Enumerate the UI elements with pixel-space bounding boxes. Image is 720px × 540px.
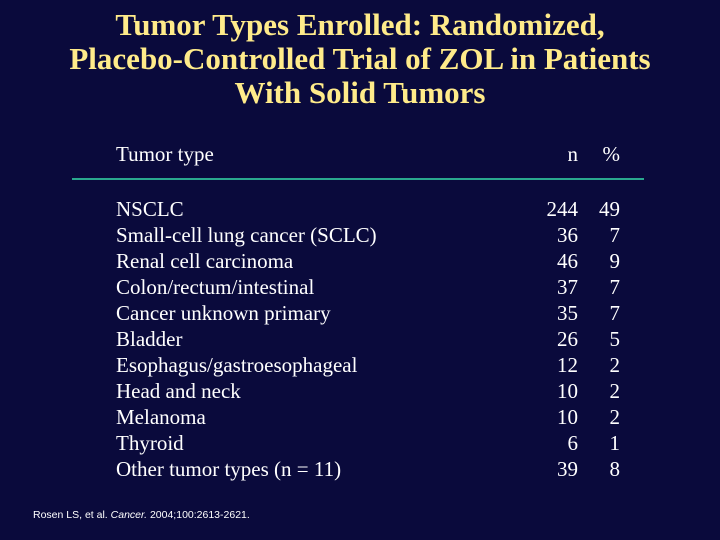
- table-row-n: 12: [557, 353, 578, 377]
- citation-footnote: Rosen LS, et al. Cancer. 2004;100:2613-2…: [33, 509, 250, 521]
- table-row-percent: 7: [609, 301, 621, 325]
- header-percent: %: [602, 142, 621, 166]
- table-row-percent: 7: [609, 223, 621, 247]
- table-row-n: 10: [557, 379, 578, 403]
- table-row-n: 46: [557, 249, 578, 273]
- table-row-percent: 49: [599, 197, 620, 221]
- table-row-n: 26: [557, 327, 578, 351]
- table-row-n: 39: [557, 457, 578, 481]
- table-row-tumor-type: Other tumor types (n = 11): [116, 457, 342, 481]
- table-row-percent: 9: [609, 249, 621, 273]
- table-row-percent: 2: [609, 353, 621, 377]
- citation-details: 2004;100:2613-2621.: [149, 509, 250, 521]
- table-row-tumor-type: Small-cell lung cancer (SCLC): [116, 223, 377, 247]
- table-row-tumor-type: Head and neck: [116, 379, 241, 403]
- header-tumor-type: Tumor type: [116, 142, 214, 166]
- table-row-percent: 7: [609, 275, 621, 299]
- n-column: 244 36 46 37 35 26 12 10 10 6 39: [520, 196, 579, 482]
- table-row-tumor-type: Melanoma: [116, 405, 206, 429]
- table-row-percent: 2: [609, 405, 621, 429]
- citation-journal: Cancer.: [110, 509, 148, 521]
- slide-title: Tumor Types Enrolled: Randomized, Placeb…: [0, 8, 720, 110]
- title-line-1: Tumor Types Enrolled: Randomized,: [115, 7, 605, 42]
- table-row-n: 35: [557, 301, 578, 325]
- table-row-tumor-type: Cancer unknown primary: [116, 301, 331, 325]
- table-row-n: 244: [546, 197, 579, 221]
- table-row-percent: 5: [609, 327, 621, 351]
- table-row-n: 10: [557, 405, 578, 429]
- table-row-percent: 8: [609, 457, 621, 481]
- table-row-percent: 2: [609, 379, 621, 403]
- table-row-tumor-type: Thyroid: [116, 431, 184, 455]
- table-row-tumor-type: NSCLC: [116, 197, 184, 221]
- table-row-tumor-type: Renal cell carcinoma: [116, 249, 294, 273]
- table-row-percent: 1: [609, 431, 621, 455]
- table-row-n: 36: [557, 223, 578, 247]
- header-divider: [72, 178, 644, 180]
- table-row-tumor-type: Esophagus/gastroesophageal: [116, 353, 358, 377]
- tumor-type-column: NSCLC Small-cell lung cancer (SCLC) Renal …: [116, 196, 377, 482]
- percent-column: 49 7 9 7 7 5 2 2 2 1 8: [580, 196, 620, 482]
- table-row-tumor-type: Bladder: [116, 327, 183, 351]
- citation-authors: Rosen LS, et al.: [33, 509, 108, 521]
- table-row-n: 37: [557, 275, 578, 299]
- header-n: n: [567, 142, 579, 166]
- title-line-2: Placebo-Controlled Trial of ZOL in Patie…: [69, 41, 651, 76]
- table-row-n: 6: [567, 431, 579, 455]
- title-line-3: With Solid Tumors: [234, 75, 486, 110]
- table-row-tumor-type: Colon/rectum/intestinal: [116, 275, 315, 299]
